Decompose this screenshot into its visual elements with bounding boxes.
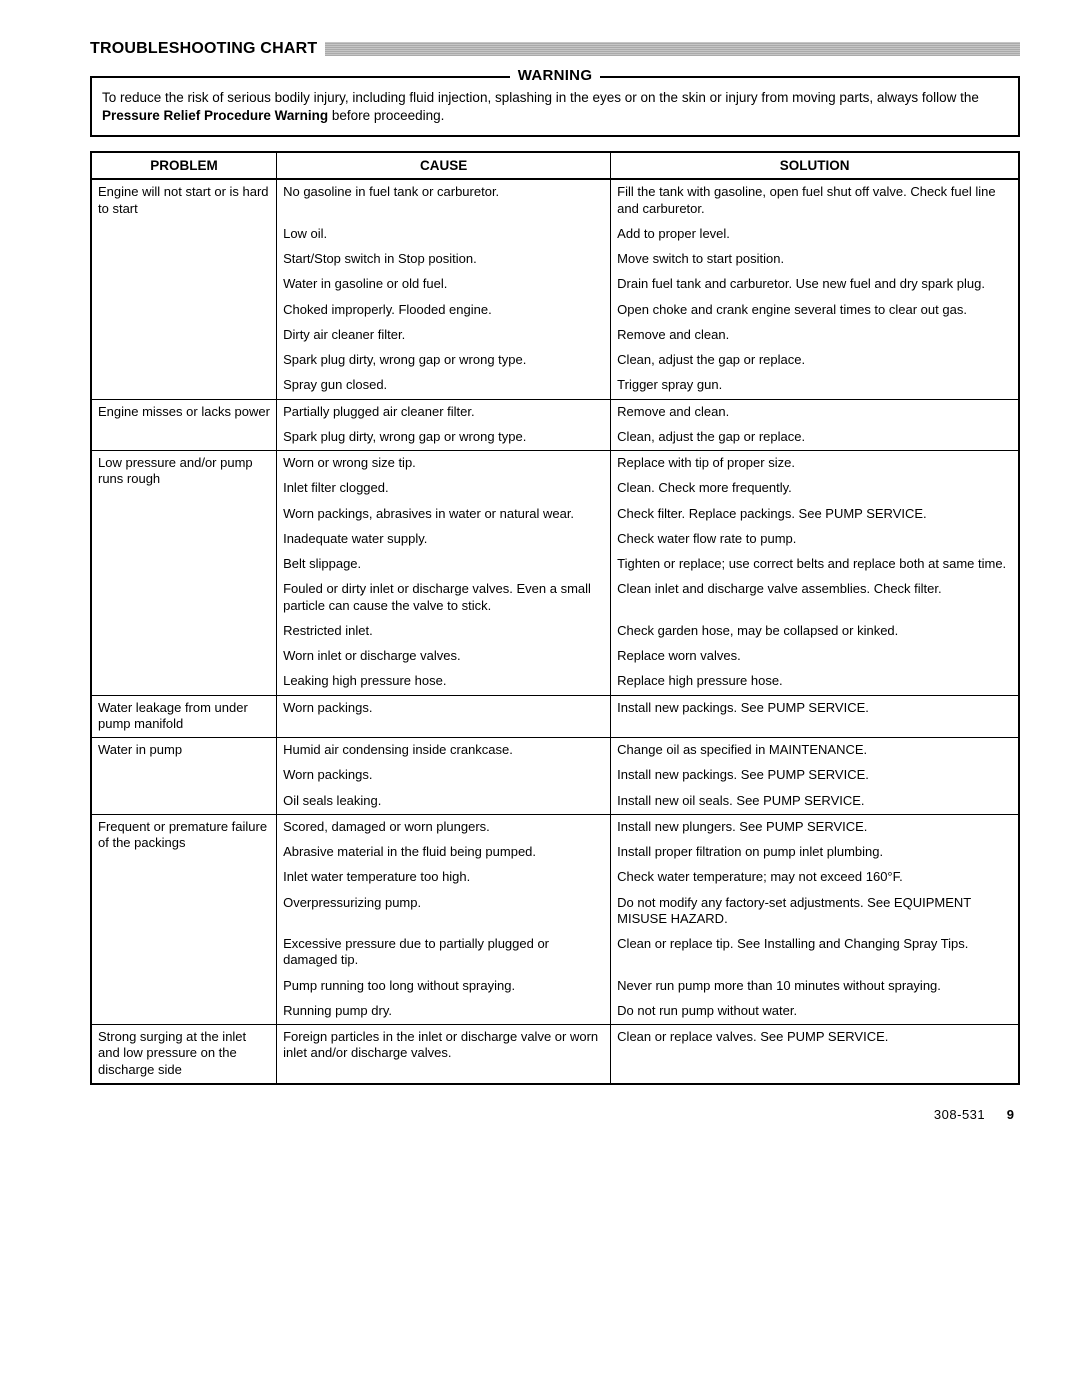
cell-solution: Install new oil seals. See PUMP SERVICE. <box>611 789 1019 815</box>
warning-body-post: before proceeding. <box>328 108 444 123</box>
cell-solution: Install new plungers. See PUMP SERVICE. <box>611 814 1019 840</box>
table-row: Low pressure and/or pump runs roughWorn … <box>91 451 1019 477</box>
table-row: Water in pumpHumid air condensing inside… <box>91 738 1019 764</box>
cell-problem: Engine will not start or is hard to star… <box>91 179 277 399</box>
cell-problem: Strong surging at the inlet and low pres… <box>91 1025 277 1084</box>
th-cause: CAUSE <box>277 152 611 179</box>
cell-solution: Clean, adjust the gap or replace. <box>611 348 1019 373</box>
cell-cause: Fouled or dirty inlet or discharge valve… <box>277 577 611 619</box>
th-solution: SOLUTION <box>611 152 1019 179</box>
cell-solution: Install new packings. See PUMP SERVICE. <box>611 695 1019 738</box>
cell-cause: Pump running too long without spraying. <box>277 974 611 999</box>
cell-cause: Water in gasoline or old fuel. <box>277 272 611 297</box>
cell-solution: Replace with tip of proper size. <box>611 451 1019 477</box>
cell-solution: Move switch to start position. <box>611 247 1019 272</box>
table-row: Frequent or premature failure of the pac… <box>91 814 1019 840</box>
table-row: Strong surging at the inlet and low pres… <box>91 1025 1019 1084</box>
section-heading: TROUBLESHOOTING CHART <box>90 40 1020 58</box>
warning-label: WARNING <box>510 67 601 84</box>
cell-cause: Worn packings. <box>277 763 611 788</box>
cell-cause: Dirty air cleaner filter. <box>277 323 611 348</box>
cell-cause: Worn packings. <box>277 695 611 738</box>
cell-solution: Clean. Check more frequently. <box>611 476 1019 501</box>
cell-cause: Spark plug dirty, wrong gap or wrong typ… <box>277 348 611 373</box>
cell-solution: Do not run pump without water. <box>611 999 1019 1025</box>
cell-cause: Leaking high pressure hose. <box>277 669 611 695</box>
cell-cause: Low oil. <box>277 222 611 247</box>
cell-solution: Install new packings. See PUMP SERVICE. <box>611 763 1019 788</box>
cell-cause: Worn packings, abrasives in water or nat… <box>277 502 611 527</box>
cell-cause: Spark plug dirty, wrong gap or wrong typ… <box>277 425 611 451</box>
doc-number: 308-531 <box>934 1107 985 1122</box>
warning-body: To reduce the risk of serious bodily inj… <box>102 89 1008 125</box>
cell-solution: Remove and clean. <box>611 323 1019 348</box>
cell-solution: Open choke and crank engine several time… <box>611 298 1019 323</box>
troubleshooting-table: PROBLEM CAUSE SOLUTION Engine will not s… <box>90 151 1020 1085</box>
cell-cause: Running pump dry. <box>277 999 611 1025</box>
cell-cause: Worn or wrong size tip. <box>277 451 611 477</box>
cell-solution: Replace worn valves. <box>611 644 1019 669</box>
warning-body-bold: Pressure Relief Procedure Warning <box>102 108 328 123</box>
table-row: Engine will not start or is hard to star… <box>91 179 1019 222</box>
cell-cause: Oil seals leaking. <box>277 789 611 815</box>
cell-cause: Abrasive material in the fluid being pum… <box>277 840 611 865</box>
cell-solution: Do not modify any factory-set adjustment… <box>611 891 1019 933</box>
cell-cause: Inlet water temperature too high. <box>277 865 611 890</box>
cell-problem: Water in pump <box>91 738 277 815</box>
cell-solution: Change oil as specified in MAINTENANCE. <box>611 738 1019 764</box>
cell-solution: Check filter. Replace packings. See PUMP… <box>611 502 1019 527</box>
cell-cause: Inadequate water supply. <box>277 527 611 552</box>
cell-cause: Inlet filter clogged. <box>277 476 611 501</box>
cell-problem: Water leakage from under pump manifold <box>91 695 277 738</box>
cell-cause: Start/Stop switch in Stop position. <box>277 247 611 272</box>
cell-solution: Remove and clean. <box>611 399 1019 425</box>
page-footer: 308-531 9 <box>90 1107 1020 1122</box>
cell-solution: Clean or replace tip. See Installing and… <box>611 932 1019 974</box>
warning-box: WARNING To reduce the risk of serious bo… <box>90 76 1020 137</box>
cell-cause: Worn inlet or discharge valves. <box>277 644 611 669</box>
cell-solution: Clean or replace valves. See PUMP SERVIC… <box>611 1025 1019 1084</box>
cell-solution: Replace high pressure hose. <box>611 669 1019 695</box>
th-problem: PROBLEM <box>91 152 277 179</box>
cell-solution: Clean inlet and discharge valve assembli… <box>611 577 1019 619</box>
table-row: Engine misses or lacks powerPartially pl… <box>91 399 1019 425</box>
cell-solution: Fill the tank with gasoline, open fuel s… <box>611 179 1019 222</box>
table-header-row: PROBLEM CAUSE SOLUTION <box>91 152 1019 179</box>
cell-cause: No gasoline in fuel tank or carburetor. <box>277 179 611 222</box>
cell-solution: Clean, adjust the gap or replace. <box>611 425 1019 451</box>
cell-cause: Foreign particles in the inlet or discha… <box>277 1025 611 1084</box>
cell-problem: Low pressure and/or pump runs rough <box>91 451 277 696</box>
cell-cause: Partially plugged air cleaner filter. <box>277 399 611 425</box>
cell-cause: Humid air condensing inside crankcase. <box>277 738 611 764</box>
table-body: Engine will not start or is hard to star… <box>91 179 1019 1084</box>
page-number: 9 <box>1007 1107 1014 1122</box>
warning-label-wrap: WARNING <box>102 67 1008 85</box>
cell-solution: Install proper filtration on pump inlet … <box>611 840 1019 865</box>
heading-text: TROUBLESHOOTING CHART <box>90 40 317 58</box>
cell-solution: Check water temperature; may not exceed … <box>611 865 1019 890</box>
cell-cause: Scored, damaged or worn plungers. <box>277 814 611 840</box>
cell-solution: Check garden hose, may be collapsed or k… <box>611 619 1019 644</box>
heading-bar <box>325 42 1020 56</box>
table-row: Water leakage from under pump manifoldWo… <box>91 695 1019 738</box>
cell-problem: Engine misses or lacks power <box>91 399 277 451</box>
cell-solution: Tighten or replace; use correct belts an… <box>611 552 1019 577</box>
cell-solution: Never run pump more than 10 minutes with… <box>611 974 1019 999</box>
cell-solution: Drain fuel tank and carburetor. Use new … <box>611 272 1019 297</box>
cell-problem: Frequent or premature failure of the pac… <box>91 814 277 1024</box>
cell-cause: Choked improperly. Flooded engine. <box>277 298 611 323</box>
cell-cause: Excessive pressure due to partially plug… <box>277 932 611 974</box>
cell-solution: Trigger spray gun. <box>611 373 1019 399</box>
cell-solution: Check water flow rate to pump. <box>611 527 1019 552</box>
warning-body-pre: To reduce the risk of serious bodily inj… <box>102 90 979 105</box>
cell-cause: Overpressurizing pump. <box>277 891 611 933</box>
cell-cause: Restricted inlet. <box>277 619 611 644</box>
cell-solution: Add to proper level. <box>611 222 1019 247</box>
cell-cause: Belt slippage. <box>277 552 611 577</box>
cell-cause: Spray gun closed. <box>277 373 611 399</box>
